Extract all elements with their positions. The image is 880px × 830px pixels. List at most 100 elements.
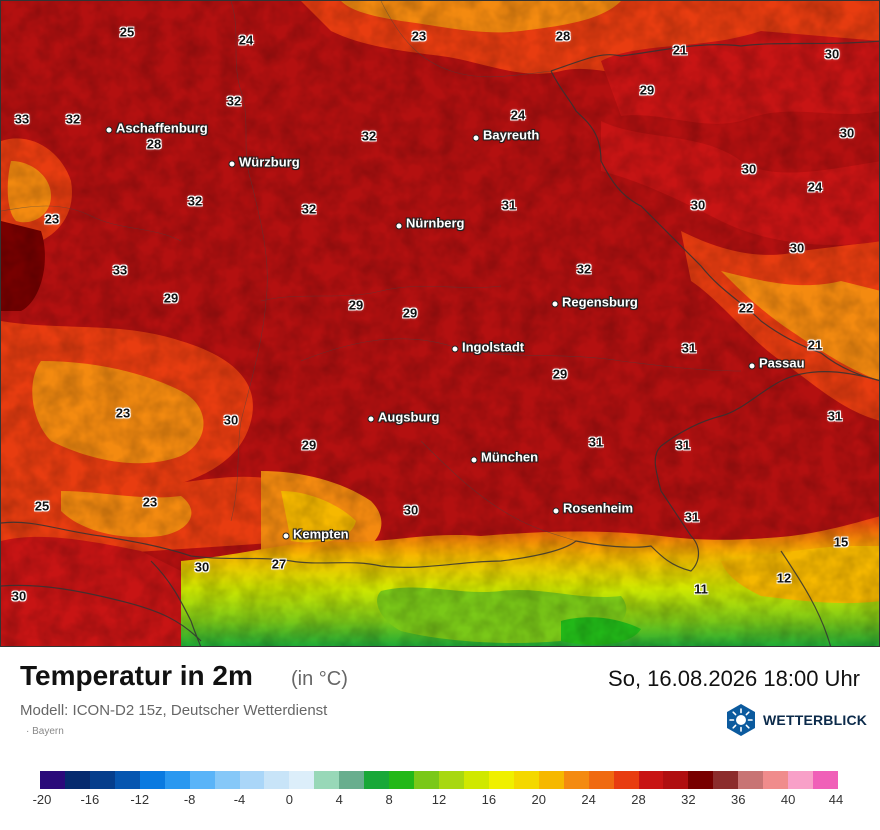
temperature-label: 33 <box>112 262 128 278</box>
temperature-label: 32 <box>226 93 242 109</box>
legend-tick-label: 0 <box>285 792 293 807</box>
wetterblick-logo[interactable]: WETTERBLICK <box>724 703 867 737</box>
legend-tick-label: 16 <box>481 792 497 807</box>
legend-tick-label: 40 <box>780 792 796 807</box>
legend-swatch <box>389 771 415 789</box>
city-marker-ingolstadt[interactable] <box>451 345 459 353</box>
temperature-label: 32 <box>301 201 317 217</box>
legend-swatch <box>638 771 664 789</box>
legend-tick-label: 4 <box>335 792 343 807</box>
temperature-label: 30 <box>839 125 855 141</box>
legend-swatch <box>289 771 315 789</box>
temperature-label: 28 <box>146 136 162 152</box>
city-label-passau: Passau <box>759 355 805 371</box>
legend-tick-label: 8 <box>385 792 393 807</box>
temperature-label: 30 <box>403 502 419 518</box>
legend-swatch <box>314 771 340 789</box>
legend-tick-label: 44 <box>828 792 844 807</box>
color-scale-legend <box>40 771 838 789</box>
temperature-label: 29 <box>348 297 364 313</box>
temperature-label: 23 <box>44 211 60 227</box>
city-marker-augsburg[interactable] <box>367 415 375 423</box>
city-label-augsburg: Augsburg <box>378 409 440 425</box>
forecast-datetime: So, 16.08.2026 18:00 Uhr <box>608 666 860 691</box>
temperature-label: 33 <box>14 111 30 127</box>
temperature-label: 25 <box>119 24 135 40</box>
legend-tick-label: -8 <box>183 792 196 807</box>
city-marker-nuernberg[interactable] <box>395 222 403 230</box>
temperature-label: 21 <box>672 42 688 58</box>
region-label: · Bayern <box>26 726 64 737</box>
legend-swatch <box>114 771 140 789</box>
temperature-label: 30 <box>824 46 840 62</box>
city-marker-kempten[interactable] <box>282 532 290 540</box>
temperature-map[interactable]: 25 24 23 28 21 30 33 32 32 32 24 29 30 2… <box>0 0 880 647</box>
city-label-wuerzburg: Würzburg <box>239 154 300 170</box>
city-label-ingolstadt: Ingolstadt <box>462 339 525 355</box>
legend-tick-label: 24 <box>581 792 596 807</box>
city-label-kempten: Kempten <box>293 526 349 542</box>
legend-swatch <box>763 771 789 789</box>
temperature-label: 29 <box>552 366 568 382</box>
legend-swatch <box>139 771 165 789</box>
temperature-label: 31 <box>675 437 691 453</box>
legend-tick-label: -20 <box>32 792 52 807</box>
legend-swatch <box>538 771 564 789</box>
temperature-label: 25 <box>34 498 50 514</box>
temperature-label: 32 <box>576 261 592 277</box>
temperature-label: 29 <box>163 290 179 306</box>
region-name: Bayern <box>32 726 64 737</box>
legend-swatch <box>364 771 390 789</box>
temperature-label: 31 <box>684 509 700 525</box>
model-info: Modell: ICON-D2 15z, Deutscher Wetterdie… <box>20 702 328 719</box>
legend-swatch <box>488 771 514 789</box>
legend-tick-label: -4 <box>233 792 246 807</box>
unit-label: (in °C) <box>291 668 348 690</box>
temperature-label: 31 <box>827 408 843 424</box>
city-label-regensburg: Regensburg <box>562 294 638 310</box>
map-field <box>1 1 879 646</box>
temperature-label: 24 <box>510 107 526 123</box>
legend-swatch <box>613 771 639 789</box>
legend-tick-label: 12 <box>431 792 447 807</box>
temperature-label: 27 <box>271 556 287 572</box>
city-marker-aschaffenburg[interactable] <box>105 126 113 134</box>
temperature-label: 15 <box>833 534 849 550</box>
temperature-label: 12 <box>776 570 792 586</box>
temperature-label: 29 <box>639 82 655 98</box>
temperature-label: 28 <box>555 28 571 44</box>
temperature-label: 30 <box>690 197 706 213</box>
temperature-label: 29 <box>301 437 317 453</box>
legend-swatch <box>189 771 215 789</box>
legend-swatch <box>738 771 764 789</box>
sun-logo-icon <box>727 704 755 736</box>
city-marker-rosenheim[interactable] <box>552 507 560 515</box>
legend-swatch <box>788 771 814 789</box>
city-label-aschaffenburg: Aschaffenburg <box>116 120 208 136</box>
city-marker-passau[interactable] <box>748 362 756 370</box>
legend-swatch <box>463 771 489 789</box>
temperature-label: 30 <box>11 588 27 604</box>
city-marker-bayreuth[interactable] <box>472 134 480 142</box>
temperature-label: 11 <box>694 581 708 597</box>
map-title: Temperatur in 2m <box>20 660 253 691</box>
city-marker-wuerzburg[interactable] <box>228 160 236 168</box>
temperature-label: 29 <box>402 305 418 321</box>
temperature-label: 23 <box>411 28 427 44</box>
legend-tick-label: 32 <box>681 792 696 807</box>
temperature-label: 31 <box>681 340 697 356</box>
temperature-label: 32 <box>65 111 81 127</box>
legend-swatch <box>64 771 90 789</box>
city-marker-muenchen[interactable] <box>470 456 478 464</box>
city-label-bayreuth: Bayreuth <box>483 127 540 143</box>
legend-swatch <box>339 771 365 789</box>
temperature-label: 24 <box>238 32 254 48</box>
legend-swatch <box>713 771 739 789</box>
legend-swatch <box>164 771 190 789</box>
temperature-label: 32 <box>187 193 203 209</box>
temperature-label: 22 <box>738 300 754 316</box>
city-marker-regensburg[interactable] <box>551 300 559 308</box>
temperature-label: 23 <box>142 494 158 510</box>
temperature-label: 30 <box>194 559 210 575</box>
city-label-nuernberg: Nürnberg <box>406 215 465 231</box>
